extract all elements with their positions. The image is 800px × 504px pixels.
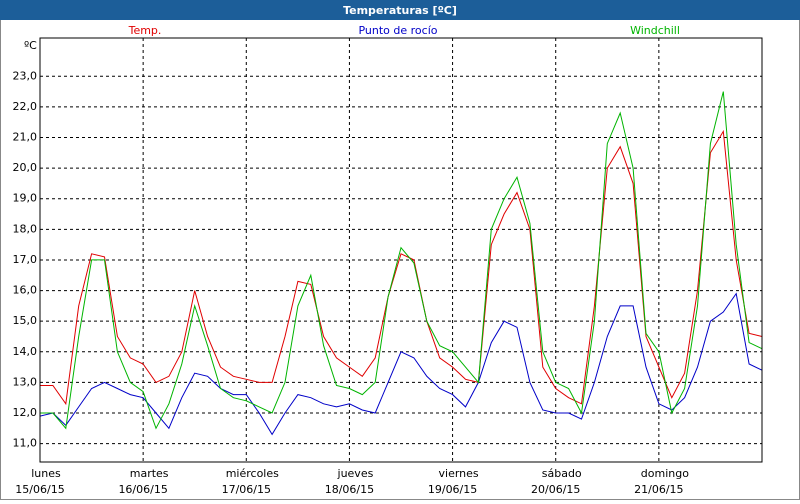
y-axis-label: ºC [24, 39, 37, 52]
x-tick-label: miércoles [226, 467, 279, 480]
x-tick-label: viernes [439, 467, 479, 480]
title-bar [0, 0, 800, 20]
x-tick-date: 20/06/15 [531, 483, 580, 496]
legend-entry: Windchill [630, 24, 680, 37]
y-tick-label: 23,0 [13, 69, 38, 82]
x-tick-date: 18/06/15 [325, 483, 374, 496]
y-tick-label: 18,0 [13, 222, 38, 235]
y-tick-label: 15,0 [13, 314, 38, 327]
y-tick-label: 13,0 [13, 375, 38, 388]
x-tick-label: jueves [337, 467, 374, 480]
x-tick-label: domingo [641, 467, 689, 480]
plot-border [39, 37, 763, 463]
x-tick-date: 15/06/15 [15, 483, 64, 496]
y-tick-label: 16,0 [13, 284, 38, 297]
series-line [39, 292, 763, 436]
series-line [40, 91, 763, 430]
x-tick-date: 16/06/15 [118, 483, 167, 496]
y-tick-label: 21,0 [13, 130, 38, 143]
x-tick-label: sábado [542, 467, 582, 480]
y-tick-label: 22,0 [13, 100, 38, 113]
x-tick-label: lunes [31, 467, 61, 480]
x-tick-date: 17/06/15 [222, 483, 271, 496]
series-line [40, 129, 763, 406]
x-tick-date: 21/06/15 [634, 483, 683, 496]
x-tick-label: martes [130, 467, 169, 480]
y-tick-label: 12,0 [13, 406, 38, 419]
plot-area [40, 38, 762, 462]
legend-entry: Temp. [128, 24, 162, 37]
y-tick-label: 11,0 [13, 437, 38, 450]
legend-entry: Punto de rocío [358, 24, 437, 37]
x-tick-date: 19/06/15 [428, 483, 477, 496]
y-tick-label: 19,0 [13, 192, 38, 205]
y-tick-label: 14,0 [13, 345, 38, 358]
chart-title: Temperaturas [ºC] [343, 4, 457, 17]
y-tick-label: 20,0 [13, 161, 38, 174]
y-tick-label: 17,0 [13, 253, 38, 266]
